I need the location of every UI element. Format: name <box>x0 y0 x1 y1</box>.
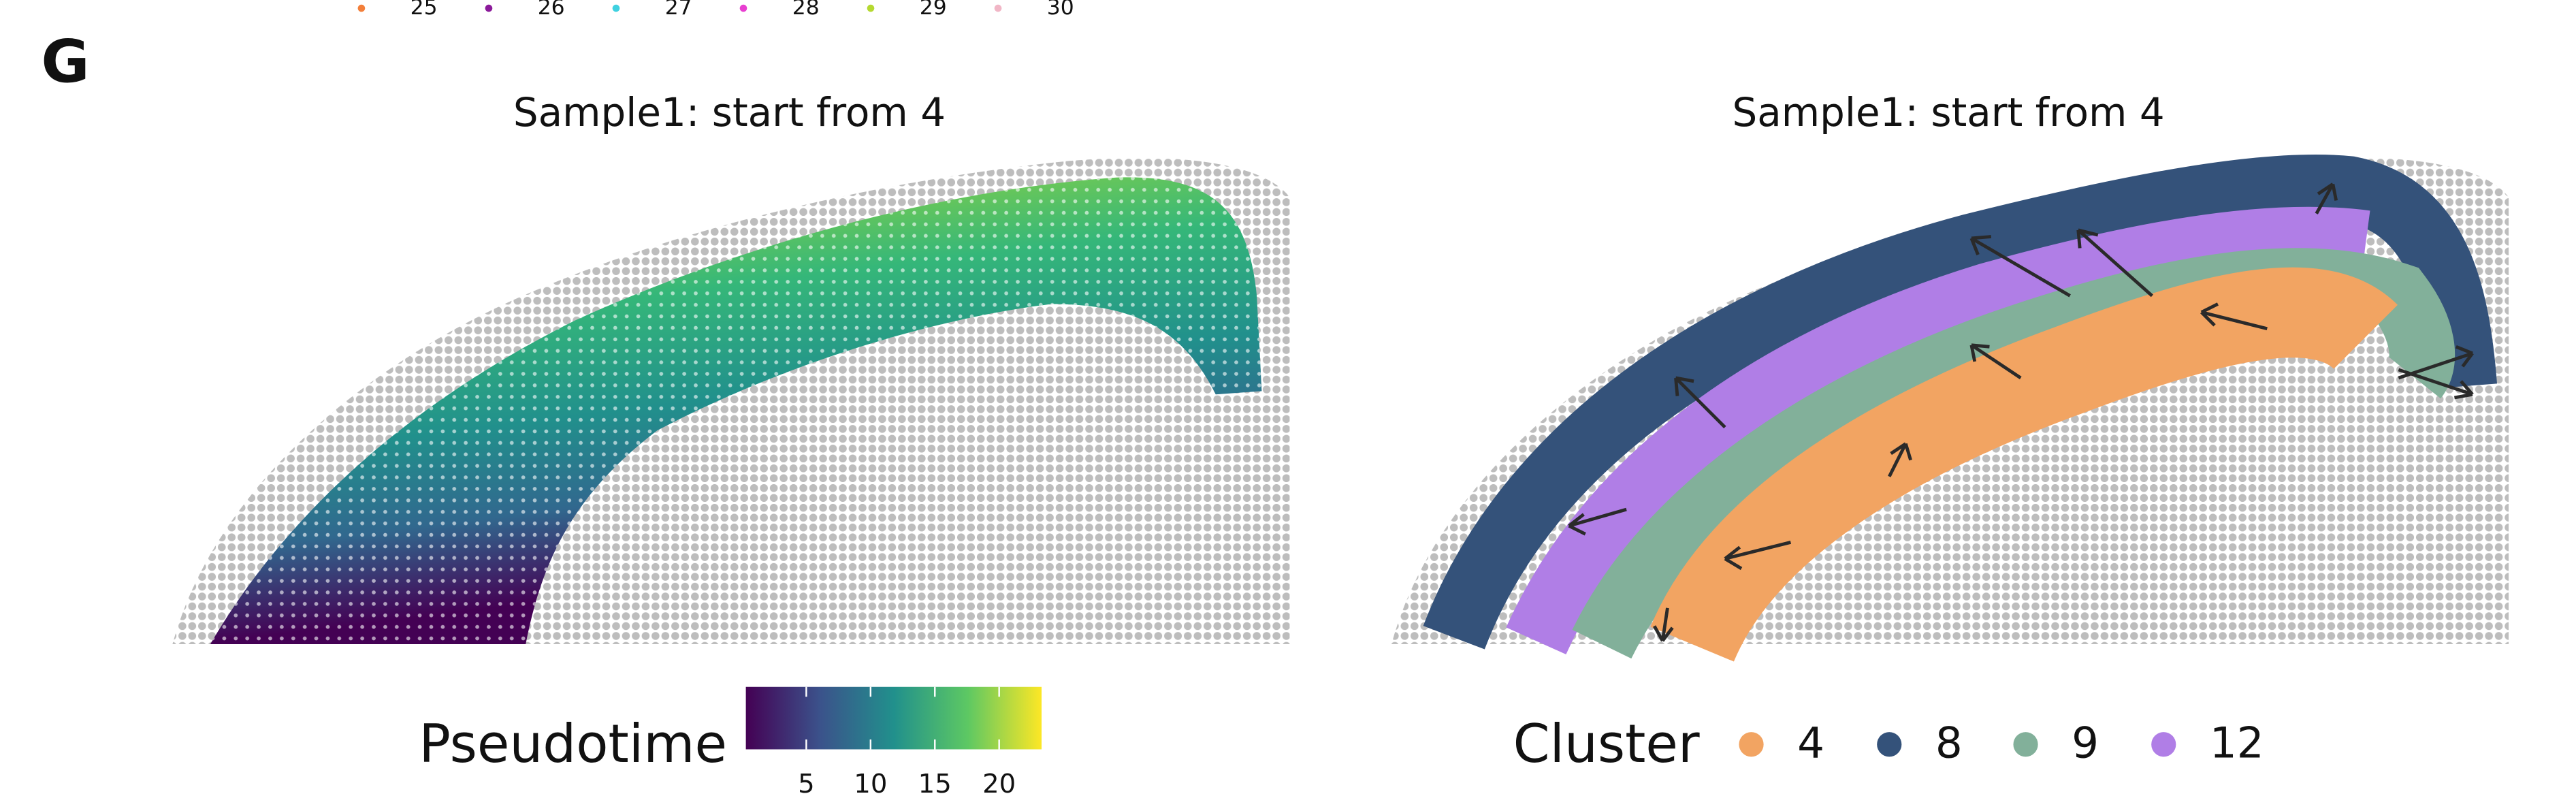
legend-label: 29 <box>920 0 947 20</box>
legend-swatch <box>739 4 747 12</box>
legend-label: 30 <box>1047 0 1074 20</box>
top-legend: 25 26 27 28 29 30 <box>357 0 1074 20</box>
colorbar-tick-label: 10 <box>854 769 887 796</box>
cluster-legend: 4 8 9 12 <box>1739 718 2264 768</box>
colorbar-tick-label: 20 <box>982 769 1016 796</box>
colorbar-tick-label: 5 <box>798 769 815 796</box>
arrows <box>1568 182 2474 642</box>
legend-label: 9 <box>2072 718 2099 768</box>
legend-title: Cluster <box>1513 714 1700 775</box>
legend-swatch <box>2151 732 2176 757</box>
legend-title: Pseudotime <box>419 714 727 775</box>
colorbar <box>745 686 1042 750</box>
legend-label: 28 <box>792 0 820 20</box>
legend-swatch <box>612 4 620 12</box>
legend-swatch <box>867 4 875 12</box>
legend-swatch <box>1877 732 1902 757</box>
colorbar-ticks: 5 10 15 20 <box>798 686 1016 796</box>
legend-swatch <box>357 4 366 12</box>
legend-label: 25 <box>410 0 438 20</box>
colorbar-tick-label: 15 <box>918 769 952 796</box>
plot-title: Sample1: start from 4 <box>1733 89 2165 136</box>
legend-swatch <box>994 4 1002 12</box>
cluster-band <box>1423 154 2498 650</box>
panel-label: G <box>41 27 89 96</box>
legend-label: 4 <box>1797 718 1824 768</box>
cluster-band <box>1650 267 2398 663</box>
legend-swatch <box>1739 732 1764 757</box>
legend-swatch <box>2013 732 2038 757</box>
plot-title: Sample1: start from 4 <box>513 89 946 136</box>
legend-label: 27 <box>665 0 692 20</box>
pseudotime-texture <box>210 177 1262 645</box>
legend-label: 26 <box>538 0 565 20</box>
legend-label: 8 <box>1935 718 1963 768</box>
legend-label: 12 <box>2210 718 2264 768</box>
legend-swatch <box>485 4 493 12</box>
